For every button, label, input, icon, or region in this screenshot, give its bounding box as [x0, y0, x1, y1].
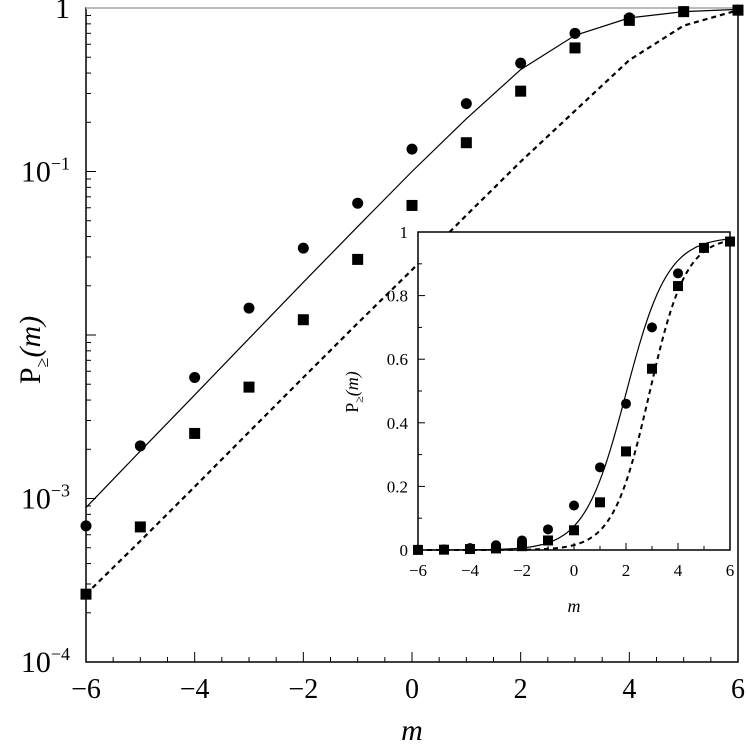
main-point-circle	[569, 27, 581, 39]
inset-point-circle	[647, 322, 657, 333]
inset-y-tick-label: 0.6	[387, 350, 408, 369]
inset-point-circle	[569, 500, 579, 511]
inset-point-square	[517, 541, 527, 552]
main-x-tick-label: −2	[288, 674, 318, 705]
inset-point-square	[569, 525, 579, 536]
inset-point-circle	[543, 524, 553, 535]
inset-points	[413, 236, 735, 555]
main-point-square	[623, 14, 635, 26]
inset-x-tick-label: 2	[622, 561, 631, 580]
main-point-circle	[460, 98, 472, 110]
main-point-square	[569, 42, 581, 54]
inset-y-tick-label: 0.4	[387, 414, 409, 433]
main-y-tick-label: 10−4	[21, 644, 70, 679]
main-point-square	[243, 381, 255, 393]
main-point-square	[515, 85, 527, 97]
main-y-axis-label: P≥(m)	[14, 316, 52, 384]
main-x-tick-label: 2	[514, 674, 528, 705]
main-y-tick-label: 1	[55, 0, 70, 25]
inset-point-square	[413, 544, 423, 555]
main-point-circle	[80, 520, 92, 532]
main-point-circle	[297, 242, 309, 254]
inset-ticks: −6 −4 −2 0 2 4 6 0 0.2 0.4 0.6 0.8 1	[387, 223, 735, 580]
inset-point-square	[439, 544, 449, 555]
main-x-tick-label: −6	[71, 674, 101, 705]
main-point-square	[80, 588, 92, 600]
inset-point-square	[595, 497, 605, 508]
main-point-circle	[406, 143, 418, 155]
inset-point-circle	[621, 398, 631, 409]
inset-point-square	[465, 544, 475, 555]
main-point-square	[297, 314, 309, 326]
inset-point-square	[491, 543, 501, 554]
main-x-axis-label: m	[401, 714, 423, 747]
inset-y-tick-label: 0.8	[387, 287, 408, 306]
main-point-square	[460, 137, 472, 149]
inset-fit-line-2	[418, 239, 731, 551]
inset-x-tick-label: −2	[513, 561, 531, 580]
main-points	[80, 4, 744, 600]
inset-x-tick-label: 4	[674, 561, 683, 580]
inset-x-tick-label: −6	[409, 561, 427, 580]
inset-y-axis-label: P≥(m)	[342, 371, 366, 413]
inset-point-square	[621, 446, 631, 457]
inset-y-tick-label: 0	[400, 541, 409, 560]
main-point-square	[189, 427, 201, 439]
inset-x-tick-label: 6	[726, 561, 735, 580]
main-point-square	[732, 4, 744, 16]
main-point-circle	[352, 197, 364, 209]
main-x-tick-label: 6	[731, 674, 745, 705]
main-x-tick-label: −4	[180, 674, 210, 705]
main-point-square	[678, 6, 690, 18]
main-point-square	[134, 521, 146, 533]
main-y-tick-label: 10−1	[21, 154, 70, 189]
inset-y-tick-label: 0.2	[387, 477, 408, 496]
main-point-circle	[134, 440, 146, 452]
inset-point-square	[647, 363, 657, 374]
main-point-square	[406, 199, 418, 211]
inset-x-tick-label: 0	[570, 561, 579, 580]
inset-point-circle	[595, 462, 605, 473]
main-point-circle	[243, 302, 255, 314]
inset-x-axis-label: m	[568, 596, 581, 616]
main-y-tick-label: 10−3	[21, 481, 70, 516]
main-point-square	[352, 253, 364, 265]
main-x-tick-label: 0	[405, 674, 419, 705]
inset-point-square	[725, 236, 735, 247]
inset-x-tick-label: −4	[461, 561, 480, 580]
inset-point-circle	[673, 268, 683, 279]
main-x-tick-label: 4	[622, 674, 636, 705]
inset-point-square	[699, 242, 709, 253]
inset-chart: −6 −4 −2 0 2 4 6 0 0.2 0.4 0.6 0.8 1 m P≥(m)	[342, 223, 735, 616]
main-point-circle	[189, 371, 201, 383]
inset-point-square	[673, 281, 683, 292]
inset-point-square	[543, 535, 553, 546]
inset-y-tick-label: 1	[400, 223, 409, 242]
main-point-circle	[515, 57, 527, 69]
main-fit-line-2	[85, 9, 739, 595]
